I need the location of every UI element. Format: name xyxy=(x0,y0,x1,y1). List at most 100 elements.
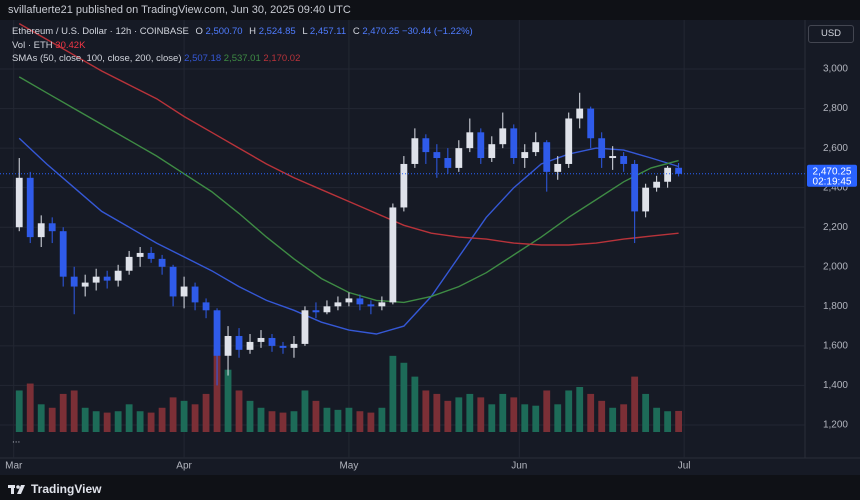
candle-body xyxy=(26,177,34,238)
candle-body xyxy=(521,152,529,159)
volume-bar xyxy=(411,376,419,432)
candle-body xyxy=(345,298,353,303)
volume-bar xyxy=(48,407,56,432)
volume-bar xyxy=(356,411,364,432)
byline: svillafuerte21 published on TradingView.… xyxy=(8,4,351,16)
currency-button[interactable]: USD xyxy=(808,25,854,43)
volume-bar xyxy=(92,411,100,432)
candle-body xyxy=(389,207,397,303)
candle-body xyxy=(301,310,309,344)
volume-bar xyxy=(444,400,452,432)
candle-body xyxy=(499,128,507,145)
volume-bar xyxy=(312,400,320,432)
volume-bar xyxy=(389,355,397,432)
y-tick-label: 3,000 xyxy=(823,64,848,75)
x-tick-label: Mar xyxy=(5,461,23,472)
candle-body xyxy=(400,163,408,208)
ohlc-key: L xyxy=(302,26,308,37)
candle-body xyxy=(576,108,584,119)
candle-body xyxy=(323,306,331,313)
candle-body xyxy=(81,282,89,287)
x-tick-label: Jun xyxy=(511,461,527,472)
volume-bar xyxy=(433,393,441,432)
volume-bar xyxy=(26,383,34,432)
volume-bar xyxy=(202,393,210,432)
candle-body xyxy=(103,276,111,281)
candle-body xyxy=(356,298,364,305)
volume-bar xyxy=(466,393,474,432)
volume-bar xyxy=(246,400,254,432)
volume-bar xyxy=(378,407,386,432)
volume-bar xyxy=(532,405,540,432)
sma-title: SMAs (50, close, 100, close, 200, close) xyxy=(12,53,182,64)
volume-bar xyxy=(598,400,606,432)
ohlc-value: 2,457.11 xyxy=(309,26,347,37)
candle-body xyxy=(422,138,430,153)
y-tick-label: 2,400 xyxy=(823,182,848,193)
candle-body xyxy=(202,302,210,311)
volume-bar xyxy=(224,369,232,432)
volume-bar xyxy=(422,390,430,432)
candle-body xyxy=(158,258,166,267)
y-tick-label: 1,600 xyxy=(823,341,848,352)
chart: 1,200 1,400 1,600 1,800 2,000 2,200 2,400 2,600… xyxy=(0,20,860,472)
volume-bar xyxy=(37,404,45,432)
candle-body xyxy=(532,142,540,153)
volume-bar xyxy=(521,404,529,432)
candle-body xyxy=(268,337,276,346)
candle-body xyxy=(565,118,573,164)
volume-bar xyxy=(543,390,551,432)
volume-bar xyxy=(125,404,133,432)
volume-bar xyxy=(70,390,78,432)
volume-bar xyxy=(510,397,518,432)
x-tick-label: May xyxy=(339,461,358,472)
y-tick-label: 2,200 xyxy=(823,222,848,233)
volume-bar xyxy=(664,411,672,432)
chart-frame xyxy=(0,20,860,475)
candle-body xyxy=(488,144,496,159)
candle-body xyxy=(70,276,78,287)
candle-body xyxy=(279,345,287,348)
y-tick-label: 2,800 xyxy=(823,103,848,114)
volume-bar xyxy=(675,410,683,432)
legend: Ethereum / U.S. Dollar · 12h · COINBASE … xyxy=(12,25,473,66)
volume-bar xyxy=(587,393,595,432)
sma-value: 2,507.18 xyxy=(184,53,222,64)
candle-body xyxy=(15,177,23,228)
candle-body xyxy=(312,310,320,313)
candle-body xyxy=(125,256,133,271)
volume-bar xyxy=(323,407,331,432)
candle-body xyxy=(213,310,221,356)
volume-bar xyxy=(213,348,221,432)
ohlc: O 2,500.70 H 2,524.85 L 2,457.11 C 2,470… xyxy=(189,26,402,37)
legend-row: SMAs (50, close, 100, close, 200, close)… xyxy=(12,52,473,66)
volume-bar xyxy=(367,412,375,432)
candle-body xyxy=(609,156,617,159)
candle-body xyxy=(290,343,298,348)
volume-bar xyxy=(301,390,309,432)
volume-bar xyxy=(158,407,166,432)
volume-bar xyxy=(103,412,111,432)
volume-bar xyxy=(290,411,298,432)
volume-bar xyxy=(279,412,287,432)
brand: TradingView xyxy=(31,482,102,496)
last-price-box xyxy=(807,164,857,187)
volume-bar xyxy=(114,411,122,432)
candle-body xyxy=(587,108,595,139)
candle-body xyxy=(378,302,386,307)
volume-bar xyxy=(488,404,496,432)
volume-bar xyxy=(642,393,650,432)
volume-bar xyxy=(59,393,67,432)
volume-bar xyxy=(169,397,177,432)
sma-value: 2,537.01 xyxy=(223,53,261,64)
x-tick-label: Apr xyxy=(176,461,192,472)
volume-bar xyxy=(180,400,188,432)
candle-body xyxy=(433,152,441,159)
candle-body xyxy=(653,181,661,188)
y-tick-label: 1,400 xyxy=(823,380,848,391)
candle-body xyxy=(620,156,628,164)
candle-body xyxy=(235,335,243,350)
candle-body xyxy=(191,286,199,303)
volume-bar xyxy=(609,407,617,432)
volume-bar xyxy=(81,407,89,432)
